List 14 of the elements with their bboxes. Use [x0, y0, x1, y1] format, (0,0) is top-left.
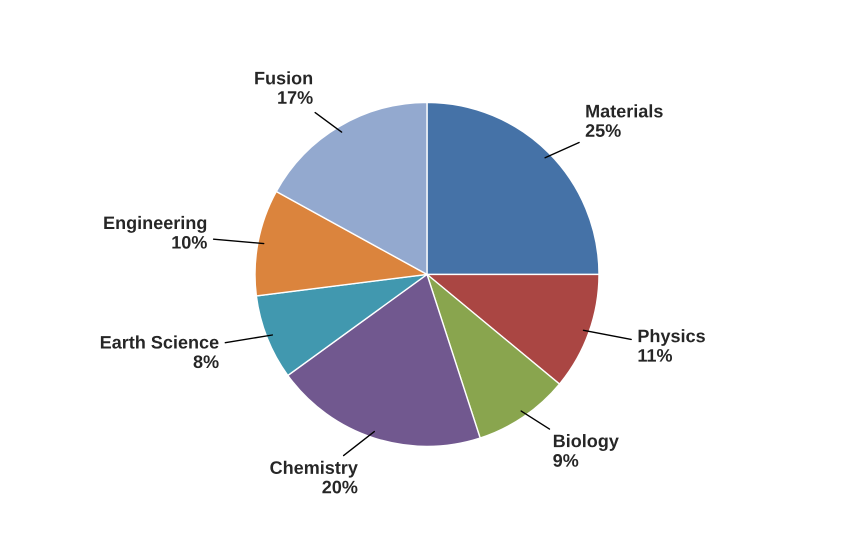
slice-label: Physics [638, 329, 705, 346]
data-label: 17% [278, 91, 313, 104]
slice-label: Fusion [255, 71, 312, 84]
slice-label: Engineering [104, 216, 206, 233]
data-label: 9% [553, 454, 578, 467]
slice-label: Materials [586, 104, 663, 118]
data-label: 20% [322, 480, 358, 494]
slice-label: Biology [554, 434, 619, 451]
data-label: 8% [194, 355, 219, 368]
data-label: 11% [638, 349, 672, 362]
data-label: 10% [172, 236, 207, 249]
slice-label: Earth Science [100, 335, 218, 349]
slice-label: Chemistry [270, 460, 358, 478]
data-label: 25% [586, 124, 621, 137]
